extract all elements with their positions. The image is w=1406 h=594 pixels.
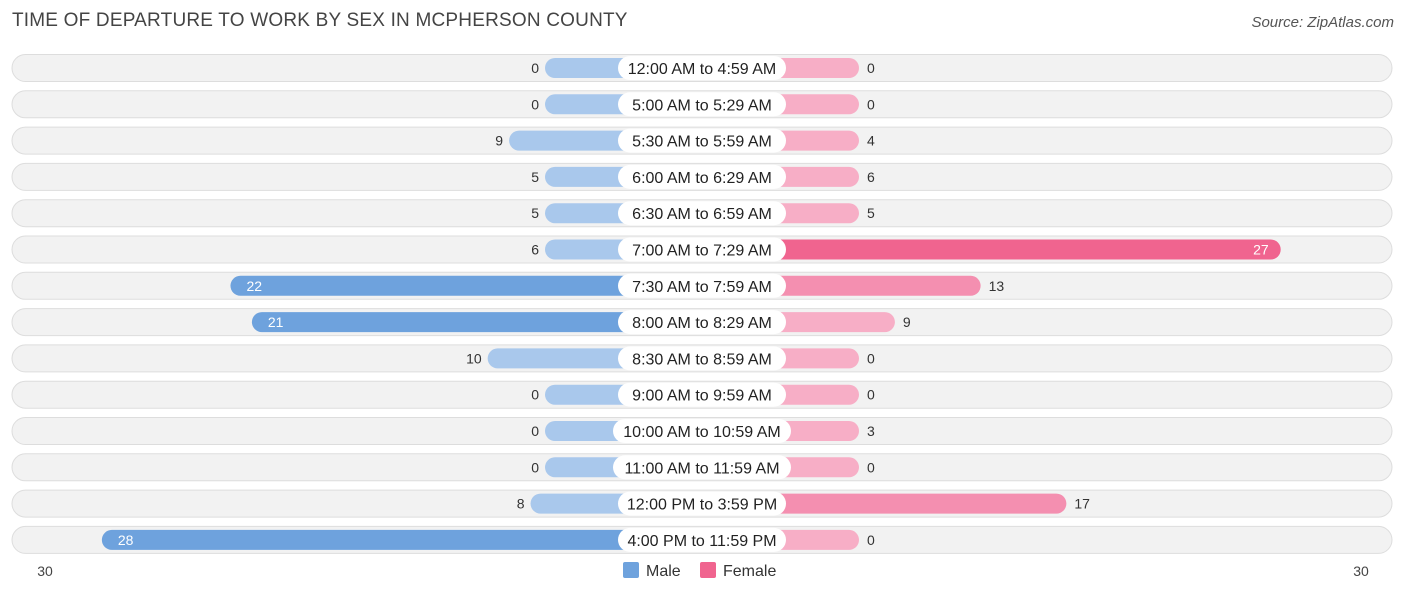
chart-row: 8:00 AM to 8:29 AM 21 9: [11, 308, 1393, 337]
chart-row: 5:30 AM to 5:59 AM 9 4: [11, 126, 1393, 155]
category-label-bg: [618, 237, 786, 262]
chart-row: 8:30 AM to 8:59 AM 10 0: [11, 344, 1393, 373]
chart-row: 11:00 AM to 11:59 AM 0 0: [11, 453, 1393, 482]
category-label-bg: [618, 164, 786, 189]
axis-label-left: 30: [37, 563, 53, 579]
male-value-label: 21: [268, 314, 284, 330]
chart-row: 7:00 AM to 7:29 AM 6 27: [11, 235, 1393, 264]
chart-row: 9:00 AM to 9:59 AM 0 0: [11, 380, 1393, 409]
female-value-label: 3: [867, 423, 875, 439]
chart-row: 4:00 PM to 11:59 PM 28 0: [11, 525, 1393, 554]
male-value-label: 0: [531, 96, 539, 112]
category-label: 11:00 AM to 11:59 AM: [624, 460, 779, 477]
category-label: 8:00 AM to 8:29 AM: [632, 315, 772, 332]
chart-row: 7:30 AM to 7:59 AM 22 13: [11, 271, 1393, 300]
chart-row: 5:00 AM to 5:29 AM 0 0: [11, 90, 1393, 119]
legend-swatch-male: [623, 562, 639, 578]
legend-label-female: Female: [723, 563, 776, 580]
legend-swatch-female: [700, 562, 716, 578]
female-value-label: 5: [867, 205, 875, 221]
category-label-bg: [613, 455, 791, 480]
category-label: 9:00 AM to 9:59 AM: [632, 388, 772, 405]
category-label-bg: [618, 201, 786, 226]
chart-row: 10:00 AM to 10:59 AM 0 3: [11, 417, 1393, 445]
female-value-label: 0: [867, 96, 875, 112]
category-label-bg: [618, 92, 786, 117]
female-value-label: 0: [867, 60, 875, 76]
category-label: 6:30 AM to 6:59 AM: [632, 206, 772, 223]
female-value-label: 6: [867, 169, 875, 185]
female-value-label: 13: [989, 278, 1005, 294]
male-value-label: 5: [531, 205, 539, 221]
legend-label-male: Male: [646, 563, 681, 580]
category-label-bg: [618, 56, 786, 80]
male-value-label: 22: [246, 278, 262, 294]
chart-row: 6:30 AM to 6:59 AM 5 5: [11, 199, 1393, 228]
category-label: 4:00 PM to 11:59 PM: [627, 533, 776, 550]
category-label-bg: [618, 491, 786, 516]
male-value-label: 28: [118, 532, 134, 548]
category-label: 12:00 PM to 3:59 PM: [627, 497, 777, 514]
male-value-label: 8: [517, 496, 525, 512]
category-label: 5:30 AM to 5:59 AM: [632, 134, 772, 151]
category-label-bg: [618, 310, 786, 335]
category-label: 10:00 AM to 10:59 AM: [623, 424, 780, 441]
category-label-bg: [618, 527, 786, 552]
male-bar: [230, 275, 702, 296]
category-label: 8:30 AM to 8:59 AM: [632, 351, 772, 368]
male-value-label: 0: [531, 387, 539, 403]
female-bar: [702, 239, 1281, 260]
category-label-bg: [618, 128, 786, 153]
female-value-label: 0: [867, 459, 875, 475]
category-label-bg: [618, 382, 786, 407]
chart-row: 12:00 AM to 4:59 AM 0 0: [11, 54, 1393, 82]
category-label-bg: [618, 346, 786, 371]
male-value-label: 9: [495, 133, 503, 149]
category-label-bg: [613, 419, 791, 443]
male-value-label: 6: [531, 242, 539, 258]
female-value-label: 17: [1074, 496, 1090, 512]
category-label: 6:00 AM to 6:29 AM: [632, 170, 772, 187]
male-value-label: 0: [531, 60, 539, 76]
category-label-bg: [618, 273, 786, 298]
female-bar: [702, 493, 1067, 514]
male-value-label: 5: [531, 169, 539, 185]
category-label: 12:00 AM to 4:59 AM: [628, 61, 777, 78]
axis-label-right: 30: [1353, 563, 1369, 579]
chart-title: TIME OF DEPARTURE TO WORK BY SEX IN MCPH…: [12, 10, 628, 31]
female-value-label: 0: [867, 387, 875, 403]
legend: Male Female: [623, 562, 776, 580]
male-value-label: 0: [531, 423, 539, 439]
chart-source: Source: ZipAtlas.com: [1251, 14, 1394, 31]
category-label: 7:30 AM to 7:59 AM: [632, 279, 772, 296]
male-value-label: 0: [531, 459, 539, 475]
category-label: 5:00 AM to 5:29 AM: [632, 97, 772, 114]
chart-row: 12:00 PM to 3:59 PM 8 17: [11, 489, 1393, 518]
chart-row: 6:00 AM to 6:29 AM 5 6: [11, 162, 1393, 191]
female-value-label: 0: [867, 532, 875, 548]
category-label: 7:00 AM to 7:29 AM: [632, 243, 772, 260]
female-value-label: 27: [1253, 242, 1269, 258]
male-bar: [251, 312, 702, 333]
female-value-label: 4: [867, 133, 875, 149]
male-bar: [101, 529, 702, 550]
female-value-label: 0: [867, 350, 875, 366]
female-value-label: 9: [903, 314, 911, 330]
male-value-label: 10: [466, 350, 482, 366]
